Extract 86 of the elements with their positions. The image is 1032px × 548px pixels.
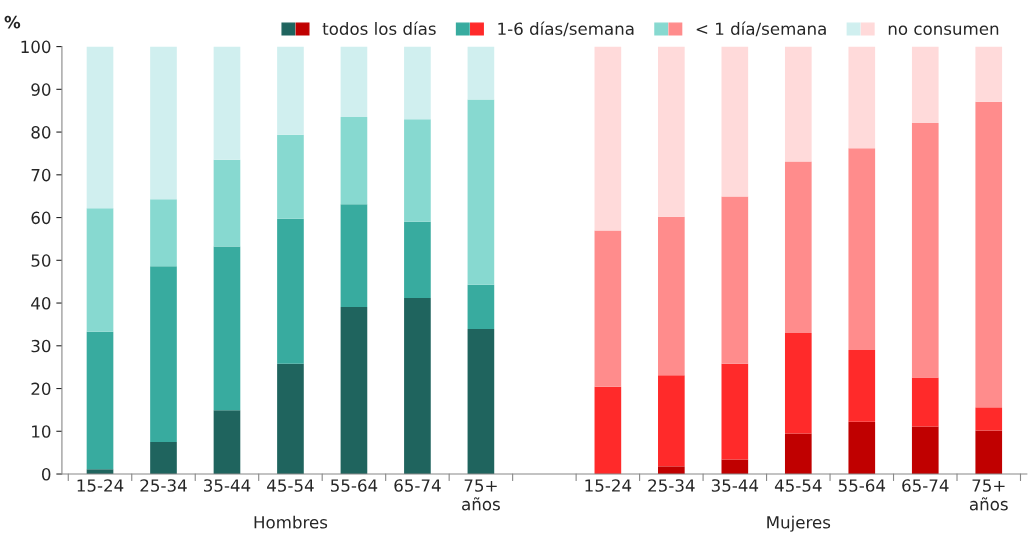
bar (721, 196, 749, 364)
bar (277, 218, 304, 364)
bar (911, 46, 939, 124)
bar (277, 363, 304, 475)
bar (150, 199, 177, 267)
bar (340, 204, 368, 307)
bar (467, 284, 495, 330)
bar (213, 159, 241, 247)
x-tick-label: 65-74 (394, 479, 441, 492)
y-tick-label: 70 (31, 168, 51, 182)
text: Mujeres (767, 515, 831, 532)
bar (404, 297, 431, 475)
y-tick-label: 10 (32, 425, 51, 438)
x-tick-label: 15-24 (585, 479, 632, 492)
bar (467, 99, 495, 285)
x-tick-label: 35-44 (204, 479, 251, 492)
bar (594, 386, 622, 475)
bar (150, 441, 177, 475)
legend-label: todos los días (322, 21, 436, 36)
bar (848, 148, 876, 351)
bar (86, 46, 114, 209)
bar (848, 421, 876, 475)
y-tick-label: 50 (31, 254, 51, 267)
bar (404, 46, 431, 120)
bar (658, 216, 685, 376)
bar (150, 46, 177, 200)
bar (213, 410, 241, 475)
bar (784, 433, 812, 475)
bar (784, 332, 812, 434)
bar (721, 363, 749, 460)
bar (975, 101, 1003, 408)
x-tick-label: 75+ años (969, 479, 1008, 511)
x-tick-label: 55-64 (838, 479, 886, 492)
bar (594, 230, 622, 387)
bar (658, 466, 685, 475)
bar (848, 46, 876, 149)
bar (975, 407, 1003, 431)
bar (467, 329, 495, 475)
bar (721, 46, 749, 197)
bar (911, 426, 939, 475)
bar (911, 123, 939, 378)
text: Hombres (254, 515, 328, 529)
bar (404, 221, 431, 298)
y-axis-title: % (4, 15, 21, 29)
bar (340, 117, 368, 205)
x-tick-label: 45-54 (774, 479, 822, 492)
bar (86, 208, 114, 332)
bar (340, 46, 368, 118)
y-tick-label: 90 (31, 83, 51, 96)
y-tick-label: 80 (31, 126, 51, 139)
bar (784, 161, 812, 333)
x-tick-label: 25-34 (648, 479, 695, 492)
bar (150, 266, 177, 442)
bar (658, 375, 685, 467)
bar (975, 46, 1003, 102)
x-tick-label: 35-44 (711, 479, 759, 492)
bar (911, 377, 939, 427)
bar (277, 46, 304, 135)
x-tick-label: 65-74 (902, 479, 949, 492)
y-tick-label: 40 (31, 297, 51, 310)
bar (658, 46, 685, 217)
bar (721, 459, 749, 475)
x-tick-label: 45-54 (267, 479, 314, 492)
x-tick-label: 25-34 (140, 479, 187, 492)
y-tick-label: 60 (31, 211, 51, 225)
x-tick-label: 15-24 (77, 479, 124, 492)
bar (213, 246, 241, 411)
legend-label: 1-6 días/semana (498, 21, 634, 37)
bar (213, 46, 241, 160)
bar (277, 134, 304, 219)
bar (86, 331, 114, 470)
x-tick-label: 75+ años (462, 479, 500, 511)
legend-label: < 1 día/semana (696, 21, 826, 37)
bar (848, 350, 876, 422)
y-tick-label: 30 (31, 339, 51, 353)
legend-label: no consumen (888, 25, 999, 36)
bar (340, 306, 368, 475)
y-tick-label: 100 (21, 40, 51, 54)
bar (594, 46, 622, 231)
bar (404, 119, 431, 222)
bar (784, 46, 812, 162)
bar (975, 430, 1003, 475)
bar (467, 46, 495, 100)
x-tick-label: 55-64 (331, 479, 378, 492)
y-tick-label: 20 (31, 382, 51, 396)
y-tick-label: 0 (42, 467, 51, 481)
